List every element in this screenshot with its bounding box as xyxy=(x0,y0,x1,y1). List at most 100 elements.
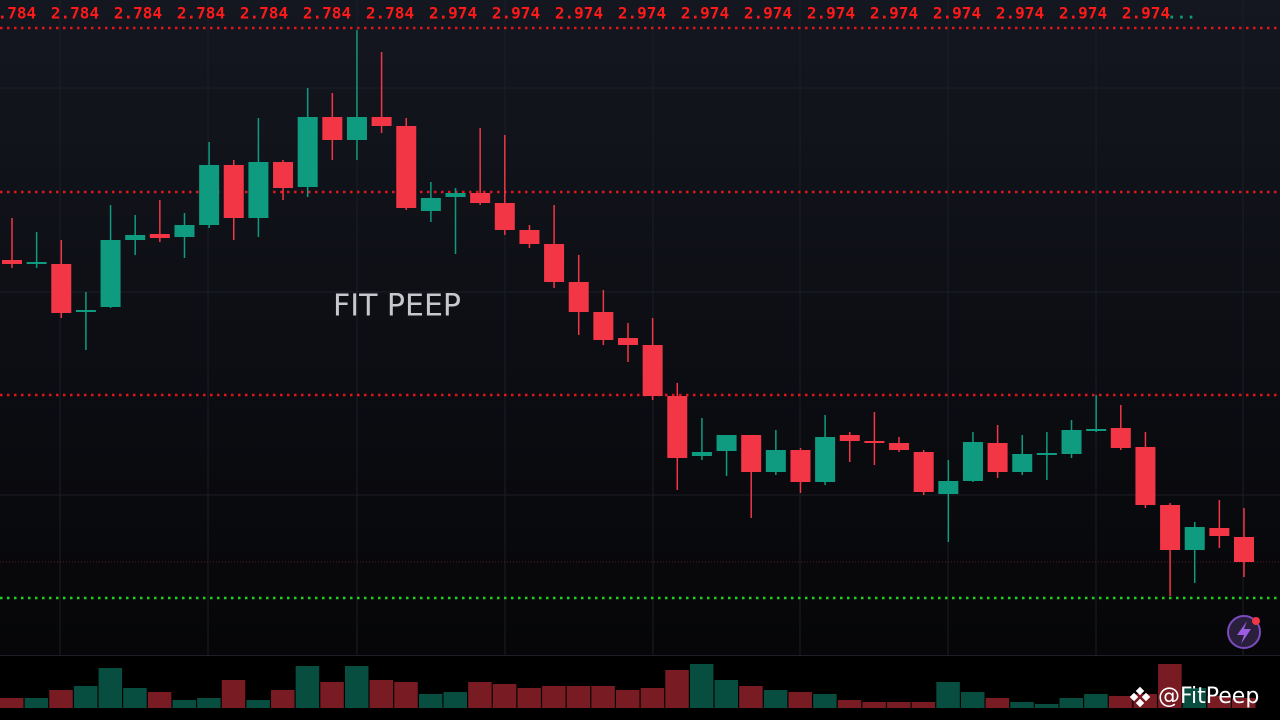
volume-bar xyxy=(813,694,837,708)
volume-bar xyxy=(271,690,295,708)
candle-body xyxy=(1184,527,1205,550)
candle-body xyxy=(1209,528,1230,536)
handle: @FitPeep xyxy=(1158,684,1259,709)
candle-body xyxy=(519,230,540,244)
candle-body xyxy=(396,126,417,208)
notification-dot xyxy=(1252,617,1260,625)
volume-bar xyxy=(1059,698,1084,708)
price-label: 2.784 xyxy=(114,4,162,23)
volume-bar xyxy=(123,688,147,708)
volume-bar xyxy=(887,702,911,708)
volume-bar xyxy=(640,688,665,708)
candle-body xyxy=(1160,505,1181,550)
candle-body xyxy=(864,441,885,443)
price-label: 2.974 xyxy=(681,4,729,23)
volume-bar xyxy=(862,702,886,708)
volume-bar xyxy=(1034,704,1059,708)
price-label: 2.784 xyxy=(177,4,225,23)
price-label: 2.784 xyxy=(240,4,288,23)
candle-body xyxy=(420,198,441,211)
candle-body xyxy=(790,450,811,482)
volume-bar xyxy=(960,692,985,708)
candle-body xyxy=(125,235,146,240)
candle-body xyxy=(1012,454,1033,472)
volume-bar xyxy=(394,682,418,708)
candle-body xyxy=(273,162,294,188)
candle-body xyxy=(51,264,72,313)
volume-bar xyxy=(221,680,246,708)
price-label: 2.974 xyxy=(492,4,540,23)
price-label: 2.784 xyxy=(0,4,36,23)
candle-body xyxy=(593,312,614,340)
volume-bar xyxy=(492,684,517,708)
candle-body xyxy=(889,443,910,450)
volume-bar xyxy=(985,698,1010,708)
candle-body xyxy=(1234,537,1254,562)
price-label: 2.974 xyxy=(1122,4,1170,23)
price-label: 2.784 xyxy=(366,4,414,23)
volume-bar xyxy=(1010,702,1034,708)
candle-body xyxy=(568,282,589,312)
candle-body xyxy=(174,225,195,237)
candle-body xyxy=(494,203,515,230)
candle-body xyxy=(297,117,318,187)
volume-bar xyxy=(418,694,443,708)
candle-body xyxy=(987,443,1008,472)
volume-bar xyxy=(1158,664,1182,708)
candle-body xyxy=(716,435,737,451)
candle-body xyxy=(1061,430,1082,454)
candle-body xyxy=(248,162,269,218)
candle-body xyxy=(913,452,934,492)
candle-body xyxy=(839,435,860,441)
candle-body xyxy=(1110,428,1131,448)
volume-bar xyxy=(1232,698,1256,708)
candle-body xyxy=(75,310,96,312)
volume-bar xyxy=(320,682,344,708)
volume-bar xyxy=(517,688,541,708)
candle-body xyxy=(962,442,983,481)
price-label: 2.974 xyxy=(555,4,603,23)
candle-body xyxy=(1135,447,1156,505)
candle-body xyxy=(765,450,786,472)
price-label: 2.974 xyxy=(429,4,477,23)
candle-body xyxy=(445,193,466,197)
volume-bar xyxy=(172,700,196,708)
volume-bar xyxy=(468,682,492,708)
volume-bar xyxy=(246,700,270,708)
candle-body xyxy=(26,262,47,264)
candle-body xyxy=(1086,429,1107,431)
volume-bar xyxy=(197,698,221,708)
candle-body xyxy=(642,345,663,396)
volume-bar xyxy=(344,666,369,708)
volume-bar xyxy=(591,686,615,708)
volume-bar xyxy=(542,686,566,708)
volume-bar xyxy=(369,680,394,708)
price-label: 2.974 xyxy=(870,4,918,23)
candle-body xyxy=(371,117,392,126)
volume-bar xyxy=(49,690,73,708)
price-label: 2.974 xyxy=(618,4,666,23)
candle-body xyxy=(544,244,565,282)
volume-bar xyxy=(295,666,320,708)
candle-body xyxy=(1036,453,1057,455)
price-label: 2.974 xyxy=(996,4,1044,23)
price-label: 2.974 xyxy=(807,4,855,23)
volume-bar xyxy=(911,702,936,708)
candle-body xyxy=(322,117,343,140)
volume-bar xyxy=(763,690,788,708)
candle-body xyxy=(691,452,712,456)
price-label: 2.974 xyxy=(933,4,981,23)
volume-bar xyxy=(24,698,49,708)
volume-bar xyxy=(616,690,640,708)
candle-body xyxy=(346,117,367,140)
price-label: 2.974 xyxy=(1059,4,1107,23)
volume-bar xyxy=(147,692,172,708)
candle-body xyxy=(149,234,170,238)
candle-body xyxy=(618,338,638,345)
price-label: 2.784 xyxy=(303,4,351,23)
candle-body xyxy=(667,396,688,458)
price-label: 2.974 xyxy=(744,4,792,23)
candle-body xyxy=(223,165,244,218)
volume-bar xyxy=(0,698,24,708)
